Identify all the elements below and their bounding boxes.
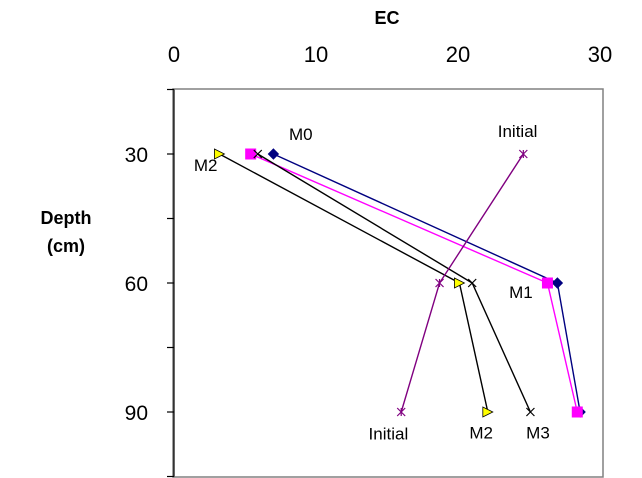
marker-m1-1-depth-90 — [571, 406, 583, 418]
y-tick-label-90: 90 — [125, 402, 148, 425]
marker-initial-4-depth-60 — [435, 278, 444, 288]
x-tick-label-20: 20 — [446, 42, 470, 67]
axes: 0 10 20 30 30 60 90 — [125, 42, 612, 478]
y-tick-label-60: 60 — [125, 273, 148, 296]
marker-m2-2-depth-30 — [214, 148, 226, 160]
y-tick-label-30: 30 — [125, 144, 148, 167]
marker-initial-4-depth-30 — [518, 149, 528, 159]
x-axis-title: EC — [374, 8, 399, 28]
marker-m2-2-depth-90 — [482, 406, 494, 418]
marker-m3-3-depth-90 — [525, 407, 535, 417]
marker-m3-3-depth-30-stroke-b — [253, 149, 263, 159]
annotation-initial-2: Initial — [498, 122, 538, 141]
annotation-initial-4: Initial — [369, 425, 409, 444]
x-tick-label-30: 30 — [588, 42, 612, 67]
annotation-m2-5: M2 — [469, 424, 493, 443]
series-markers — [214, 148, 586, 418]
plot-area — [172, 88, 604, 478]
marker-m3-3-depth-90-stroke-b — [525, 407, 535, 417]
marker-m3-3-depth-30 — [253, 149, 263, 159]
marker-m3-3-depth-60 — [467, 278, 477, 288]
annotation-m0-0: M0 — [289, 125, 313, 144]
annotation-m2-1: M2 — [194, 156, 218, 175]
marker-m1-1-depth-30 — [245, 148, 257, 160]
marker-m3-3-depth-60-stroke-b — [467, 278, 477, 288]
annotation-m3-6: M3 — [526, 424, 550, 443]
marker-m0-0-depth-60 — [551, 277, 564, 289]
marker-m2-2-depth-60 — [454, 277, 466, 289]
marker-m1-1-depth-60 — [541, 277, 553, 289]
annotation-m1-3: M1 — [509, 283, 533, 302]
marker-initial-4-depth-90 — [396, 407, 406, 417]
y-axis-title-line2: (cm) — [47, 236, 85, 256]
y-axis-title-line1: Depth — [41, 208, 92, 228]
marker-m0-0-depth-30 — [267, 148, 280, 160]
x-tick-label-0: 0 — [168, 42, 180, 67]
x-tick-label-10: 10 — [304, 42, 328, 67]
annotations: M0 M2 Initial M1 Initial M2 M3 — [194, 122, 550, 443]
